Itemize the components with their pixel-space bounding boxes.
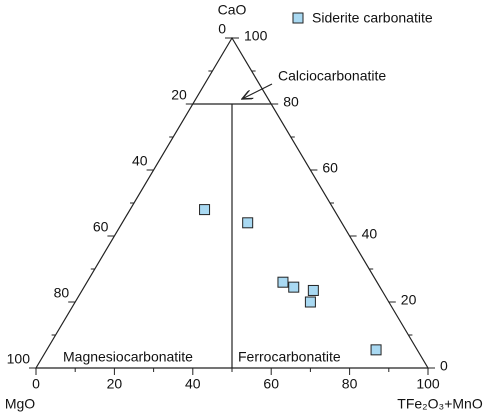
right-tick-label: 100 xyxy=(244,28,268,44)
field-label: Ferrocarbonatite xyxy=(238,349,341,365)
left-tick-label: 20 xyxy=(171,87,187,103)
right-axis-label: TFe₂O₃+MnO xyxy=(397,396,483,412)
bottom-tick-label: 40 xyxy=(185,376,201,392)
right-tick-label: 20 xyxy=(401,292,417,308)
legend-label: Siderite carbonatite xyxy=(312,10,433,26)
right-tick-label: 60 xyxy=(322,160,338,176)
data-point xyxy=(288,281,300,293)
field-label: Magnesiocarbonatite xyxy=(63,349,193,365)
top-axis-label: CaO xyxy=(218,2,247,18)
left-tick-label: 60 xyxy=(93,219,109,235)
bottom-tick-label: 100 xyxy=(416,376,440,392)
data-point xyxy=(277,276,289,288)
bottom-tick-label: 60 xyxy=(263,376,279,392)
legend-marker xyxy=(292,12,304,24)
data-point xyxy=(242,217,254,229)
left-tick-label: 100 xyxy=(7,351,31,367)
bottom-tick-label: 80 xyxy=(342,376,358,392)
left-axis-label: MgO xyxy=(5,396,35,412)
right-tick-label: 80 xyxy=(283,94,299,110)
right-tick-label: 0 xyxy=(440,358,448,374)
data-point xyxy=(199,204,211,216)
data-point xyxy=(370,344,382,356)
right-tick-label: 40 xyxy=(362,226,378,242)
bottom-tick-label: 20 xyxy=(107,376,123,392)
bottom-tick-label: 0 xyxy=(32,376,40,392)
left-tick-label: 80 xyxy=(54,285,70,301)
arrow xyxy=(242,83,273,99)
data-point xyxy=(307,284,319,296)
left-tick-label: 0 xyxy=(218,21,226,37)
field-label: Calciocarbonatite xyxy=(278,68,386,84)
left-tick-label: 40 xyxy=(132,153,148,169)
data-point xyxy=(304,296,316,308)
